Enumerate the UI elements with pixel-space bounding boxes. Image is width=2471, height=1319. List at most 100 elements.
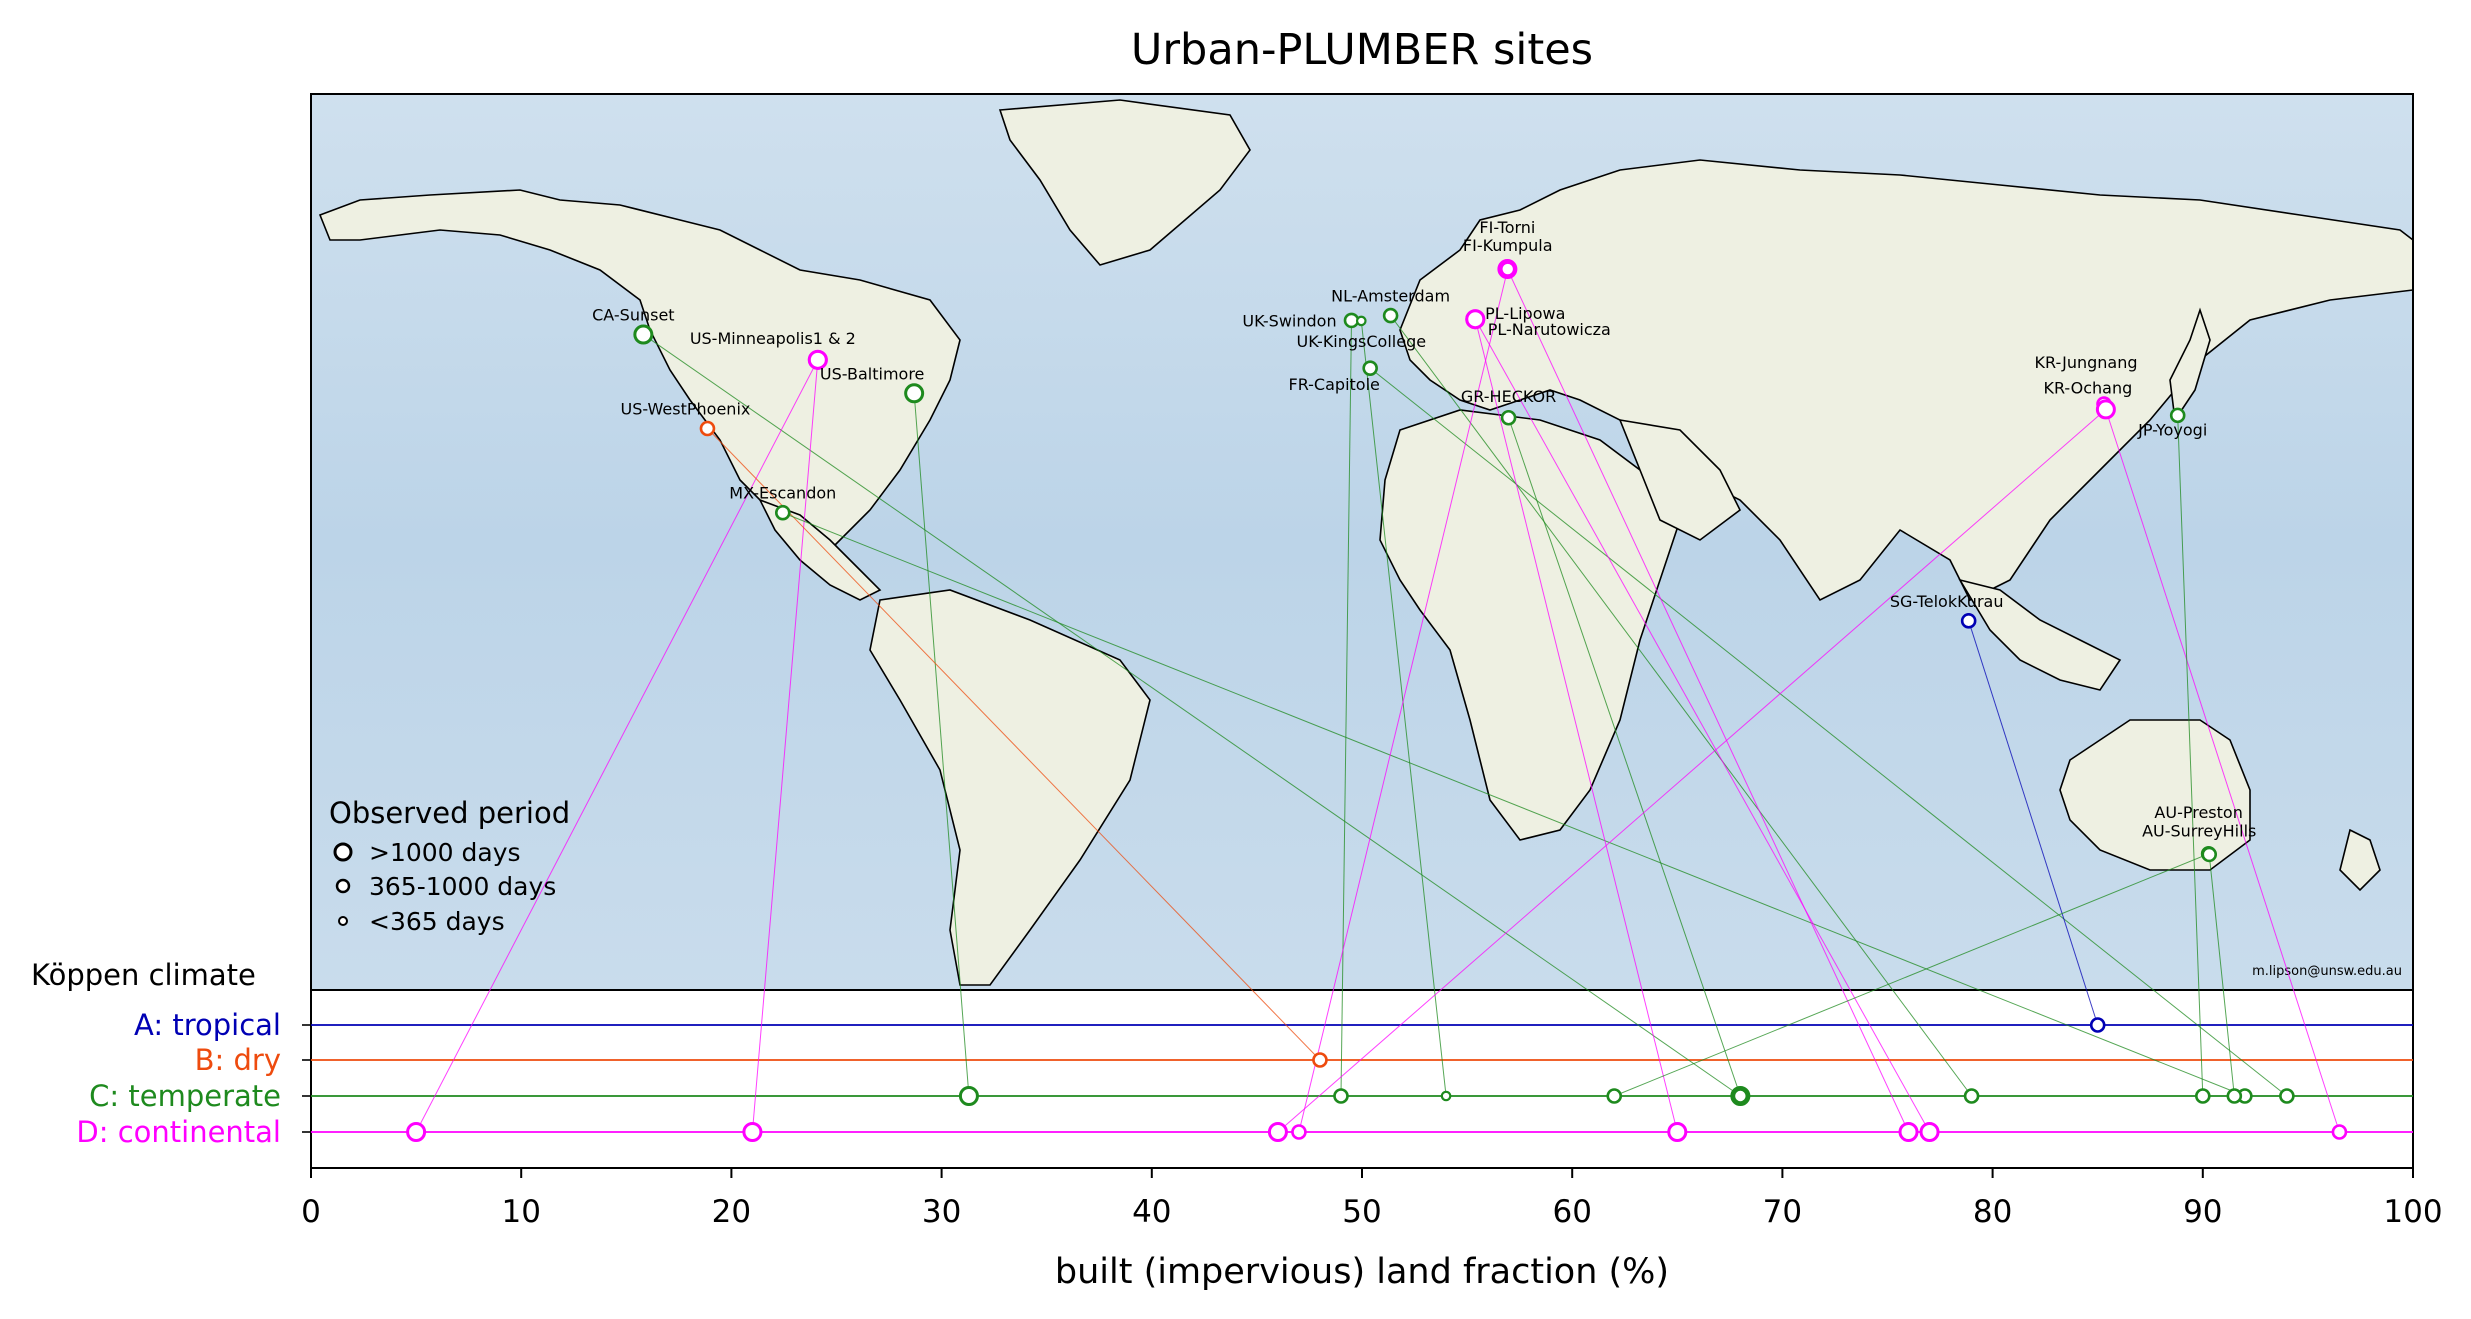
x-tick-label: 20 <box>712 1194 751 1230</box>
built-fraction-marker <box>1291 1124 1307 1140</box>
site-label: MX-Escandon <box>729 484 836 503</box>
built-fraction-marker <box>2331 1124 2348 1140</box>
connector-line <box>1390 315 1972 1097</box>
map-site-marker <box>699 420 716 437</box>
connector-line <box>2208 854 2235 1097</box>
built-fraction-marker <box>2226 1088 2243 1104</box>
map-site-marker <box>1362 360 1378 376</box>
connector-line <box>782 512 2246 1097</box>
x-axis-label: built (impervious) land fraction (%) <box>1055 1252 1669 1292</box>
legend-title: Observed period <box>329 796 570 830</box>
built-fraction-marker <box>2089 1017 2106 1033</box>
x-tick-label: 40 <box>1132 1194 1171 1230</box>
built-fraction-marker <box>1267 1122 1288 1142</box>
map-site-marker <box>2201 846 2218 863</box>
site-label: KR-Ochang <box>2043 378 2132 397</box>
site-label: US-Baltimore <box>820 364 924 383</box>
connector-line <box>1968 620 2099 1026</box>
built-fraction-marker <box>1333 1088 1349 1104</box>
built-fraction-marker <box>1963 1088 1980 1104</box>
site-label: FI-Kumpula <box>1463 236 1553 255</box>
y-axis-label: Köppen climate <box>31 958 256 992</box>
x-tick-label: 80 <box>1973 1194 2012 1230</box>
connector-line <box>643 334 1741 1097</box>
connector-line <box>1340 320 1352 1097</box>
connector-lines <box>415 268 2340 1133</box>
x-tick-label: 30 <box>922 1194 961 1230</box>
site-label: NL-Amsterdam <box>1331 287 1450 306</box>
chart-title: Urban-PLUMBER sites <box>1131 25 1593 75</box>
site-label: FR-Capitole <box>1288 375 1379 394</box>
built-fraction-markers <box>406 1017 2348 1142</box>
built-fraction-marker <box>1606 1088 1623 1104</box>
site-label: UK-KingsCollege <box>1297 332 1427 351</box>
site-label: US-WestPhoenix <box>621 400 751 419</box>
map-site-marker <box>1465 309 1486 330</box>
map-site-marker <box>2095 399 2116 420</box>
map-site-marker <box>1500 409 1517 426</box>
x-axis-ticks: 0 10 20 30 40 50 60 70 80 90 100 <box>301 1168 2443 1230</box>
connector-line <box>2103 403 2340 1133</box>
map-site-labels: CA-Sunset US-Minneapolis1 & 2 US-Baltimore… <box>592 218 2256 840</box>
x-tick-label: 0 <box>301 1194 321 1230</box>
connector-line <box>1614 853 2209 1097</box>
site-label: FI-Torni <box>1479 218 1535 237</box>
x-tick-label: 50 <box>1342 1194 1381 1230</box>
map-site-marker <box>904 383 925 404</box>
built-fraction-marker <box>1732 1088 1749 1104</box>
climate-label-d: D: continental <box>76 1115 281 1149</box>
connector-line <box>1369 367 2288 1097</box>
world-map: m.lipson@unsw.edu.au <box>310 93 2414 991</box>
site-label: US-Minneapolis1 & 2 <box>690 329 856 348</box>
map-site-marker <box>2169 407 2186 424</box>
climate-label-c: C: temperate <box>89 1079 281 1113</box>
land-south-america <box>869 589 1151 986</box>
map-site-marker <box>633 324 654 345</box>
legend-marker-large <box>333 842 353 862</box>
legend-entry-small: <365 days <box>369 907 505 936</box>
map-site-marker <box>774 504 791 521</box>
land-new-zealand <box>2339 828 2381 892</box>
x-tick-label: 70 <box>1763 1194 1802 1230</box>
x-tick-label: 90 <box>2183 1194 2222 1230</box>
connector-line <box>1360 320 1447 1097</box>
built-fraction-marker <box>2195 1088 2211 1104</box>
built-fraction-marker <box>406 1122 427 1142</box>
built-fraction-marker <box>742 1122 763 1142</box>
map-site-markers <box>633 259 2218 863</box>
legend-marker-mid <box>335 878 351 894</box>
x-tick-label: 10 <box>501 1194 540 1230</box>
connector-line <box>1277 409 2107 1133</box>
built-fraction-marker <box>1919 1122 1940 1142</box>
legend-entry-mid: 365-1000 days <box>369 872 556 901</box>
legend-entry-large: >1000 days <box>369 838 521 867</box>
site-label: KR-Jungnang <box>2034 353 2137 372</box>
land-arabia <box>1618 418 1742 541</box>
x-tick-label: 100 <box>2383 1194 2442 1230</box>
connector-line <box>913 393 970 1097</box>
map-site-marker <box>1499 261 1516 277</box>
lower-panel-frame <box>310 989 2414 1169</box>
map-site-marker <box>1960 613 1977 629</box>
connector-line <box>415 359 819 1133</box>
climate-label-a: A: tropical <box>134 1008 281 1042</box>
built-fraction-marker <box>1440 1090 1452 1102</box>
site-label: PL-Narutowicza <box>1488 320 1611 339</box>
site-label: CA-Sunset <box>592 306 674 325</box>
connector-line <box>2177 415 2204 1097</box>
site-label: AU-Preston <box>2154 803 2242 822</box>
map-site-marker <box>807 349 828 370</box>
credit-label: m.lipson@unsw.edu.au <box>2252 964 2402 979</box>
legend: Observed period >1000 days 365-1000 days… <box>329 796 570 936</box>
built-fraction-marker <box>1898 1122 1919 1142</box>
map-site-marker <box>1382 307 1399 324</box>
built-fraction-marker <box>958 1086 979 1106</box>
site-label: GR-HECKOR <box>1461 387 1556 406</box>
site-label: PL-Lipowa <box>1485 304 1565 323</box>
connector-line <box>1298 268 1509 1133</box>
climate-label-b: B: dry <box>195 1043 281 1077</box>
land-masses <box>318 99 2413 986</box>
